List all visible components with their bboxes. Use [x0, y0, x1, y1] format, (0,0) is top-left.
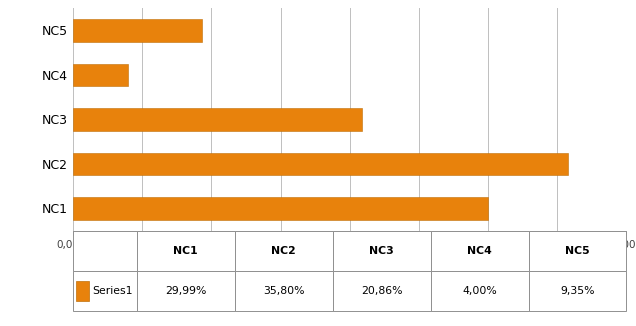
Bar [73, 230, 137, 271]
Bar [73, 271, 137, 311]
Bar [235, 271, 333, 311]
Bar [529, 271, 626, 311]
Text: NC1: NC1 [174, 246, 198, 256]
Bar [333, 271, 431, 311]
Bar [76, 280, 88, 302]
Bar [73, 153, 569, 175]
Bar [529, 230, 626, 271]
Bar [333, 230, 431, 271]
Text: NC4: NC4 [467, 246, 492, 256]
Bar [137, 271, 235, 311]
Bar [73, 108, 362, 130]
Bar [73, 197, 488, 219]
Text: 9,35%: 9,35% [560, 286, 595, 296]
Text: NC2: NC2 [272, 246, 296, 256]
Text: 20,86%: 20,86% [361, 286, 403, 296]
Bar [137, 230, 235, 271]
Bar [73, 64, 128, 86]
Text: Series1: Series1 [92, 286, 132, 296]
Bar [431, 271, 529, 311]
Bar [431, 230, 529, 271]
Text: NC3: NC3 [370, 246, 394, 256]
Text: 4,00%: 4,00% [462, 286, 497, 296]
Text: NC5: NC5 [565, 246, 590, 256]
Bar [235, 230, 333, 271]
Text: 29,99%: 29,99% [165, 286, 207, 296]
Text: 35,80%: 35,80% [263, 286, 305, 296]
Bar [73, 19, 202, 41]
